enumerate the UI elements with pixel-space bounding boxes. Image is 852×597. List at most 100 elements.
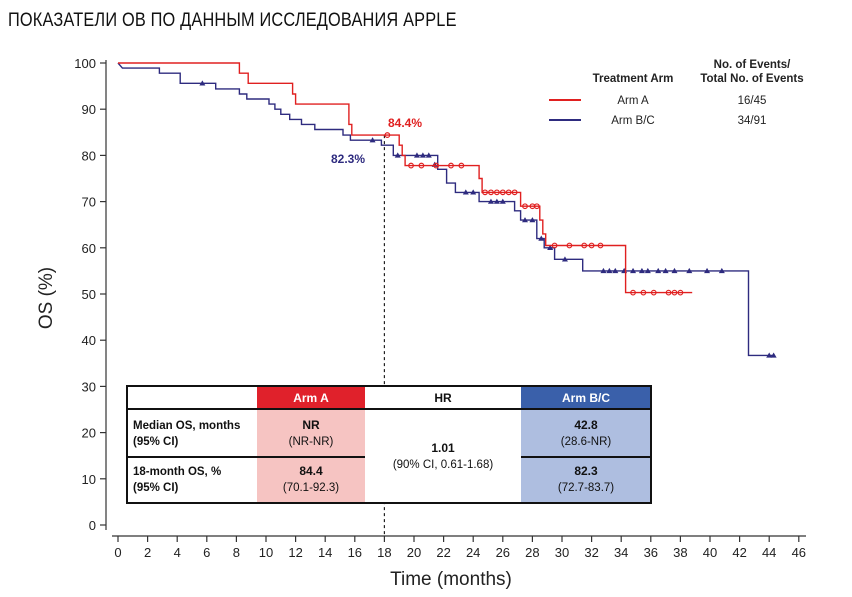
x-tick-label: 12 bbox=[288, 545, 302, 560]
x-tick-label: 10 bbox=[259, 545, 273, 560]
arm-bc-censor-mark bbox=[394, 152, 401, 158]
y-tick-label: 0 bbox=[89, 518, 96, 533]
y-tick-label: 30 bbox=[82, 379, 96, 394]
row1-arm-a-value: NR bbox=[302, 418, 320, 432]
y-axis-label: OS (%) bbox=[36, 267, 57, 329]
arm-a-censor-mark bbox=[522, 203, 528, 210]
y-tick-label: 70 bbox=[82, 195, 96, 210]
x-tick-label: 30 bbox=[555, 545, 569, 560]
x-tick-label: 44 bbox=[762, 545, 776, 560]
hr-value: 1.01 bbox=[431, 441, 455, 455]
x-tick-label: 40 bbox=[703, 545, 717, 560]
arm-bc-censor-mark bbox=[770, 352, 777, 358]
arm-bc-censor-mark bbox=[766, 352, 773, 358]
table-col-arm-a: Arm A bbox=[293, 391, 329, 405]
summary-table: Arm A HR Arm B/C Median OS, months (95% … bbox=[126, 385, 652, 504]
legend-arm-a-events: 16/45 bbox=[738, 95, 767, 107]
x-tick-label: 20 bbox=[407, 545, 421, 560]
arm-bc-censor-mark bbox=[413, 152, 420, 158]
row1-label-2: (95% CI) bbox=[133, 436, 179, 448]
legend-header-arm: Treatment Arm bbox=[593, 73, 674, 85]
x-tick-label: 46 bbox=[792, 545, 806, 560]
arm-a-censor-mark bbox=[493, 189, 500, 196]
arm-bc-censor-mark bbox=[199, 80, 206, 86]
arm-a-censor-mark bbox=[566, 242, 573, 249]
arm-a-censor-mark bbox=[505, 189, 512, 196]
arm-bc-header-cell bbox=[521, 386, 651, 409]
table-border bbox=[126, 385, 652, 504]
arm-bc-censor-mark bbox=[419, 152, 426, 158]
arm-a-censor-mark bbox=[588, 242, 595, 249]
legend-arm-bc-label: Arm B/C bbox=[611, 115, 654, 127]
row2-arm-a-value: 84.4 bbox=[299, 464, 323, 478]
y-tick-label: 60 bbox=[82, 241, 96, 256]
row1-arm-a-ci: (NR-NR) bbox=[289, 436, 334, 448]
x-tick-label: 28 bbox=[525, 545, 539, 560]
arm-bc-censor-mark bbox=[538, 235, 545, 241]
arm-bc-18m-label: 82.3% bbox=[331, 152, 365, 166]
arm-a-censor-mark bbox=[488, 189, 494, 196]
legend-arm-a-label: Arm A bbox=[617, 95, 649, 107]
arm-bc-censor-mark bbox=[606, 267, 613, 274]
arm-a-censor-mark bbox=[677, 289, 684, 296]
hr-ci: (90% CI, 0.61-1.68) bbox=[393, 459, 494, 471]
x-axis-label: Time (months) bbox=[390, 569, 512, 590]
legend-header-events-1: No. of Events/ bbox=[714, 59, 791, 71]
arm-bc-censor-mark bbox=[369, 137, 376, 143]
table-col-arm-bc: Arm B/C bbox=[562, 391, 610, 405]
arm-bc-censor-mark bbox=[644, 267, 651, 274]
row1-label-1: Median OS, months bbox=[133, 420, 240, 432]
x-tick-label: 16 bbox=[348, 545, 362, 560]
arm-a-censor-mark bbox=[665, 289, 672, 296]
row2-arm-bc-ci: (72.7-83.7) bbox=[558, 482, 614, 494]
y-tick-label: 100 bbox=[74, 56, 96, 71]
arm-a-18m-label: 84.4% bbox=[388, 116, 422, 130]
survival-curves bbox=[117, 62, 777, 358]
legend: No. of Events/ Treatment Arm Total No. o… bbox=[549, 59, 804, 127]
arm-bc-censor-mark bbox=[630, 267, 637, 274]
arm-bc-censor-mark bbox=[487, 198, 494, 204]
arm-bc-censor-mark bbox=[499, 198, 506, 204]
arm-a-censor-mark bbox=[384, 132, 391, 138]
arm-a-header-cell bbox=[257, 386, 365, 409]
x-tick-label: 24 bbox=[466, 545, 480, 560]
legend-header-events-2: Total No. of Events bbox=[700, 73, 803, 85]
arm-bc-censor-mark bbox=[462, 189, 469, 195]
arm-a-censor-mark bbox=[597, 242, 604, 249]
arm-a-censor-mark bbox=[671, 289, 678, 296]
arm-a-censor-mark bbox=[533, 203, 540, 210]
arm-a-censor-mark bbox=[482, 189, 488, 196]
row2-label-2: (95% CI) bbox=[133, 482, 179, 494]
arm-a-censor-mark bbox=[408, 162, 414, 169]
arm-a-censor-mark bbox=[640, 289, 647, 296]
arm-bc-censor-mark bbox=[655, 267, 662, 274]
arm-a-censor-mark bbox=[511, 189, 518, 196]
arm-bc-censor-mark bbox=[600, 267, 607, 274]
row2-label-1: 18-month OS, % bbox=[133, 466, 221, 478]
x-tick-label: 14 bbox=[318, 545, 332, 560]
arm-bc-censor-mark bbox=[638, 267, 645, 274]
x-tick-label: 38 bbox=[673, 545, 687, 560]
arm-bc-censor-mark bbox=[522, 217, 528, 223]
arm-bc-censor-mark bbox=[547, 244, 554, 250]
arm-a-censor-mark bbox=[630, 289, 636, 296]
arm-bc-censor-mark bbox=[425, 152, 432, 158]
arm-bc-censor-mark bbox=[470, 189, 477, 195]
arm-bc-censor-mark bbox=[704, 267, 711, 274]
arm-a-censor-mark bbox=[581, 242, 588, 249]
y-ticks: 0 10 20 30 40 50 60 70 80 90 100 bbox=[74, 56, 106, 533]
arm-a-censor-mark bbox=[499, 189, 506, 196]
x-tick-label: 26 bbox=[496, 545, 510, 560]
arm-bc-censor-mark bbox=[671, 267, 678, 274]
x-tick-label: 32 bbox=[584, 545, 598, 560]
arm-a-censor-mark bbox=[551, 242, 558, 249]
x-tick-label: 6 bbox=[203, 545, 210, 560]
arm-a-censor-mark bbox=[458, 162, 465, 169]
arm-a-censor-mark bbox=[448, 162, 454, 169]
arm-bc-censor-mark bbox=[718, 267, 725, 274]
x-tick-label: 18 bbox=[377, 545, 391, 560]
y-tick-label: 20 bbox=[82, 426, 96, 441]
row2-arm-a-ci: (70.1-92.3) bbox=[283, 482, 339, 494]
row1-arm-bc-value: 42.8 bbox=[574, 418, 598, 432]
